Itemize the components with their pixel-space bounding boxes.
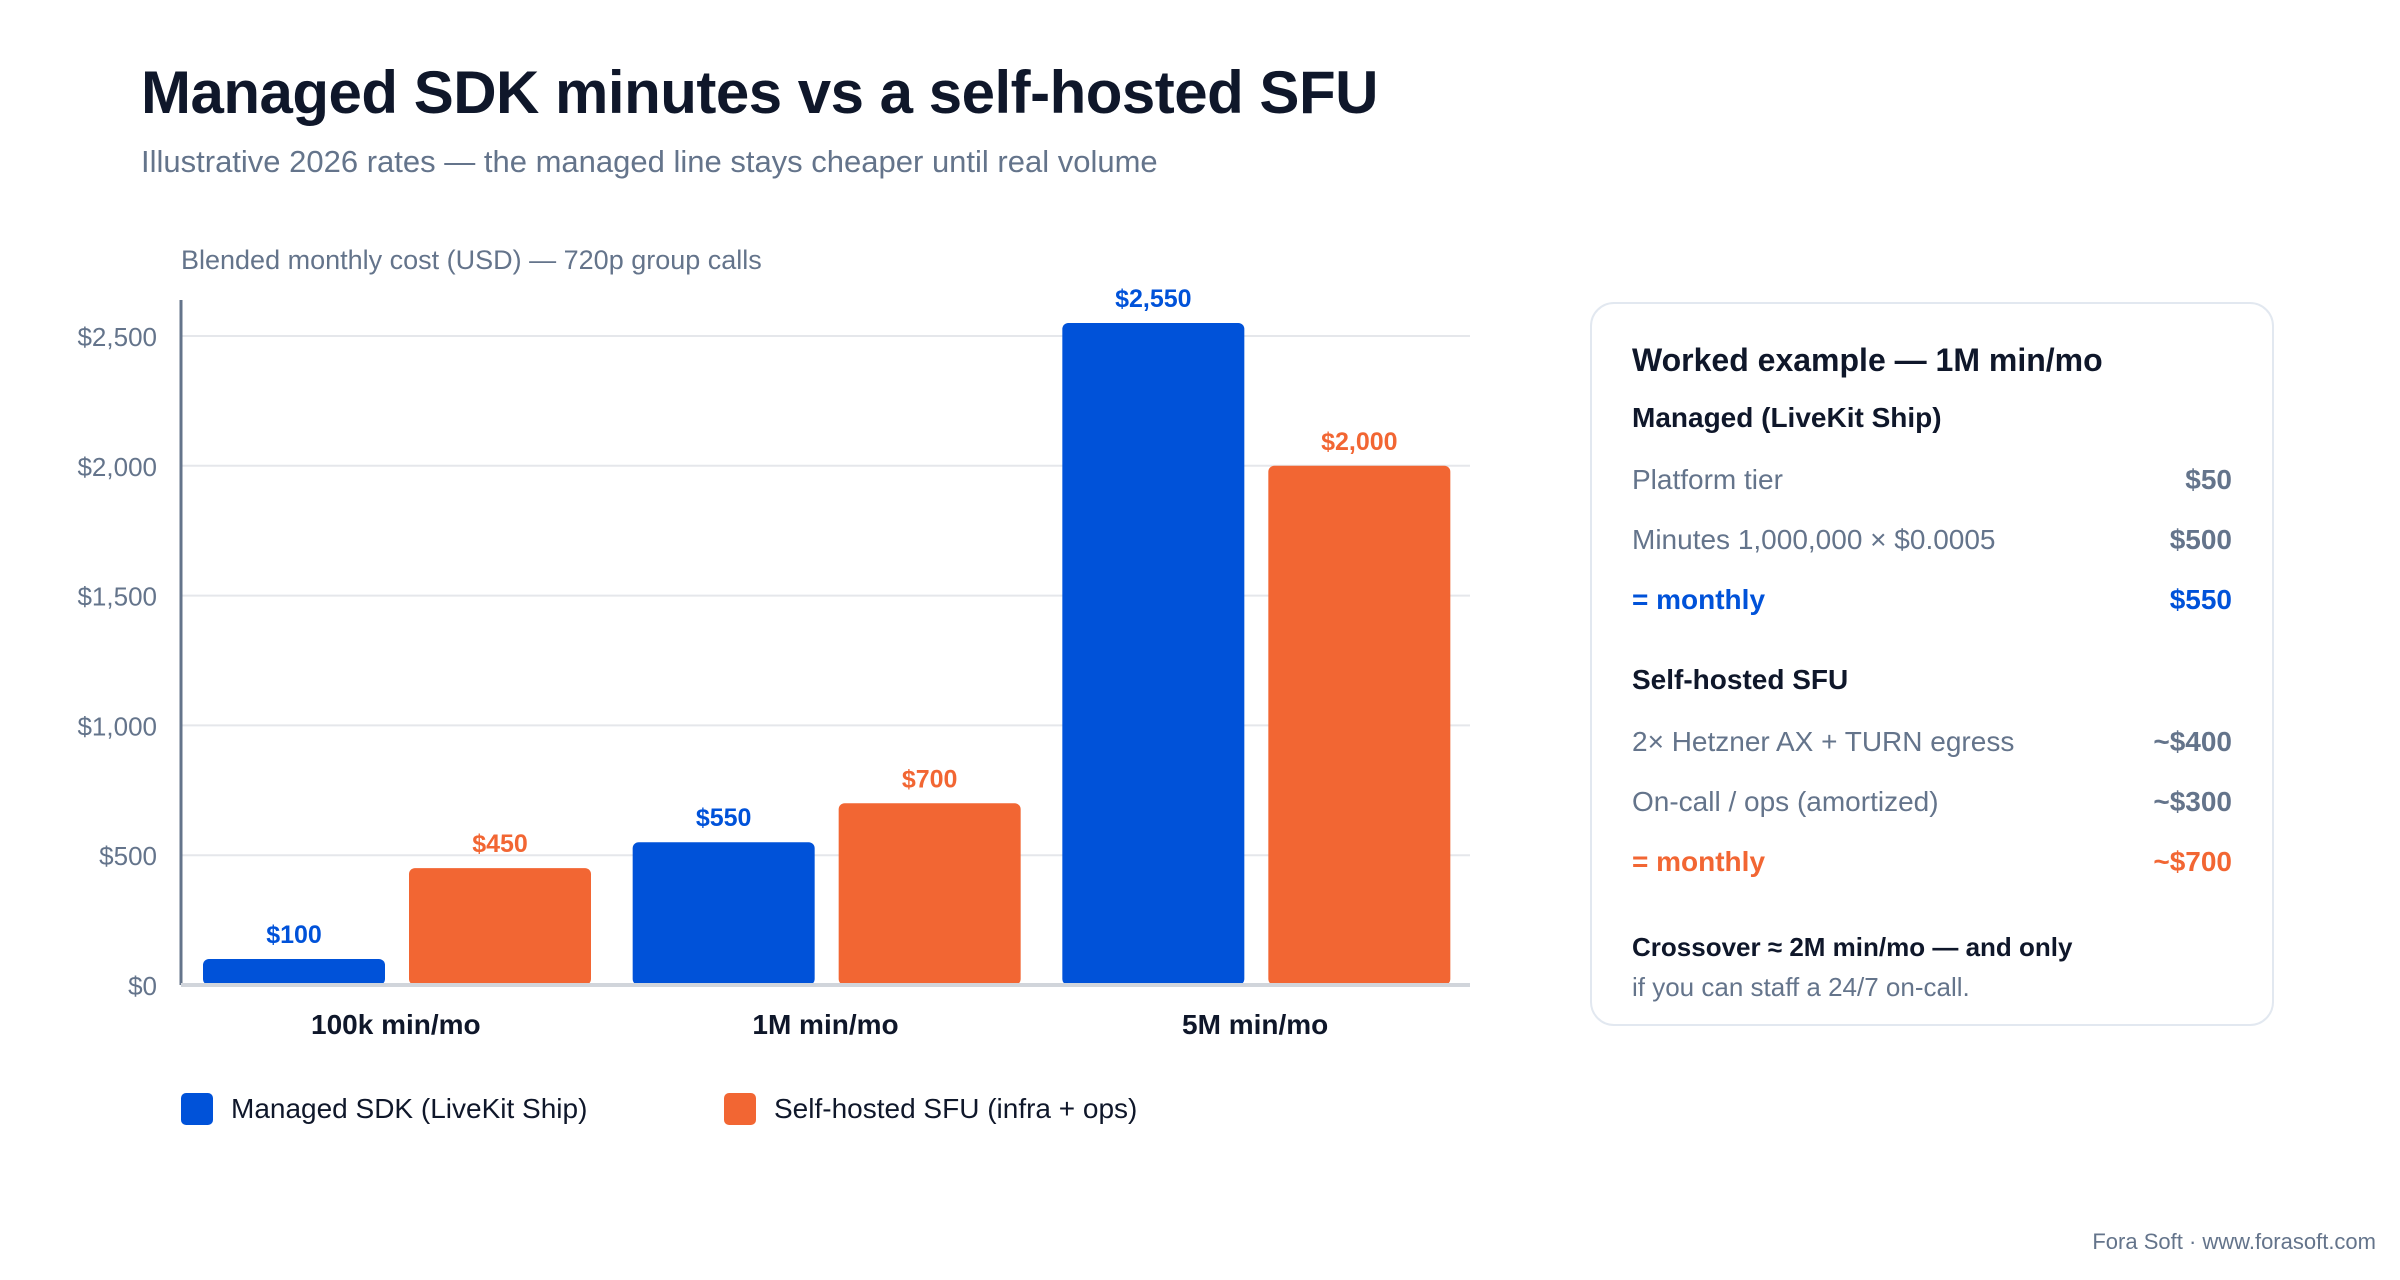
panel-title: Worked example — 1M min/mo: [1632, 342, 2103, 378]
x-tick-label: 100k min/mo: [311, 1009, 481, 1040]
data-label: $2,000: [1321, 428, 1397, 456]
row-label: 2× Hetzner AX + TURN egress: [1632, 726, 2015, 757]
legend-swatch-managed: [181, 1093, 213, 1125]
row-label: Minutes 1,000,000 × $0.0005: [1632, 524, 1996, 555]
data-label: $100: [266, 921, 322, 949]
row-value: $50: [2185, 464, 2232, 495]
y-axis-title: Blended monthly cost (USD) — 720p group …: [181, 245, 762, 275]
row-label: On-call / ops (amortized): [1632, 786, 1939, 817]
row-value: $550: [2169, 584, 2232, 615]
row-value: ~$700: [2153, 846, 2232, 877]
managed-heading: Managed (LiveKit Ship): [1632, 402, 1942, 433]
y-tick-label: $2,000: [77, 452, 157, 482]
y-tick-label: $0: [128, 971, 157, 1001]
row-label: Platform tier: [1632, 464, 1783, 495]
managed-row-minutes: Minutes 1,000,000 × $0.0005 $500: [1632, 524, 2232, 556]
row-label: = monthly: [1632, 846, 1766, 877]
bar: [1268, 465, 1451, 985]
selfhosted-heading: Self-hosted SFU: [1632, 664, 1849, 695]
data-label: $450: [472, 830, 528, 858]
page-title: Managed SDK minutes vs a self-hosted SFU: [141, 59, 1378, 126]
bar: [632, 842, 815, 985]
legend-swatch-selfhosted: [724, 1093, 756, 1125]
bar: [838, 803, 1021, 985]
x-tick-label: 5M min/mo: [1182, 1009, 1328, 1040]
row-value: $500: [2169, 524, 2232, 555]
y-tick-label: $500: [99, 841, 157, 871]
bar: [409, 868, 591, 985]
bar: [1062, 322, 1245, 985]
data-label: $700: [902, 765, 958, 793]
data-label: $550: [696, 804, 752, 832]
data-label: $2,550: [1115, 285, 1191, 313]
worked-example-panel: Worked example — 1M min/mo Managed (Live…: [1590, 302, 2274, 1026]
managed-row-platform: Platform tier $50: [1632, 464, 2232, 496]
y-tick-label: $1,500: [77, 582, 157, 612]
selfhosted-row-ops: On-call / ops (amortized) ~$300: [1632, 786, 2232, 818]
page-subtitle: Illustrative 2026 rates — the managed li…: [141, 144, 1158, 179]
y-tick-label: $2,500: [77, 322, 157, 352]
row-value: ~$400: [2153, 726, 2232, 757]
selfhosted-row-infra: 2× Hetzner AX + TURN egress ~$400: [1632, 726, 2232, 758]
row-label: = monthly: [1632, 584, 1766, 615]
legend-item-managed: Managed SDK (LiveKit Ship): [181, 1093, 587, 1125]
bar: [203, 959, 385, 985]
legend-label-selfhosted: Self-hosted SFU (infra + ops): [774, 1093, 1138, 1124]
y-tick-label: $1,000: [77, 711, 157, 741]
crossover-text: Crossover ≈ 2M min/mo — and only: [1632, 932, 2073, 962]
bar-chart: Blended monthly cost (USD) — 720p group …: [77, 245, 1470, 1040]
crossover-note: if you can staff a 24/7 on-call.: [1632, 972, 1970, 1002]
legend-item-selfhosted: Self-hosted SFU (infra + ops): [724, 1093, 1137, 1125]
footer-credit: Fora Soft · www.forasoft.com: [2092, 1229, 2376, 1254]
selfhosted-row-total: = monthly ~$700: [1632, 846, 2232, 878]
managed-row-total: = monthly $550: [1632, 584, 2232, 616]
legend-label-managed: Managed SDK (LiveKit Ship): [231, 1093, 588, 1124]
row-value: ~$300: [2153, 786, 2232, 817]
x-tick-label: 1M min/mo: [752, 1009, 898, 1040]
